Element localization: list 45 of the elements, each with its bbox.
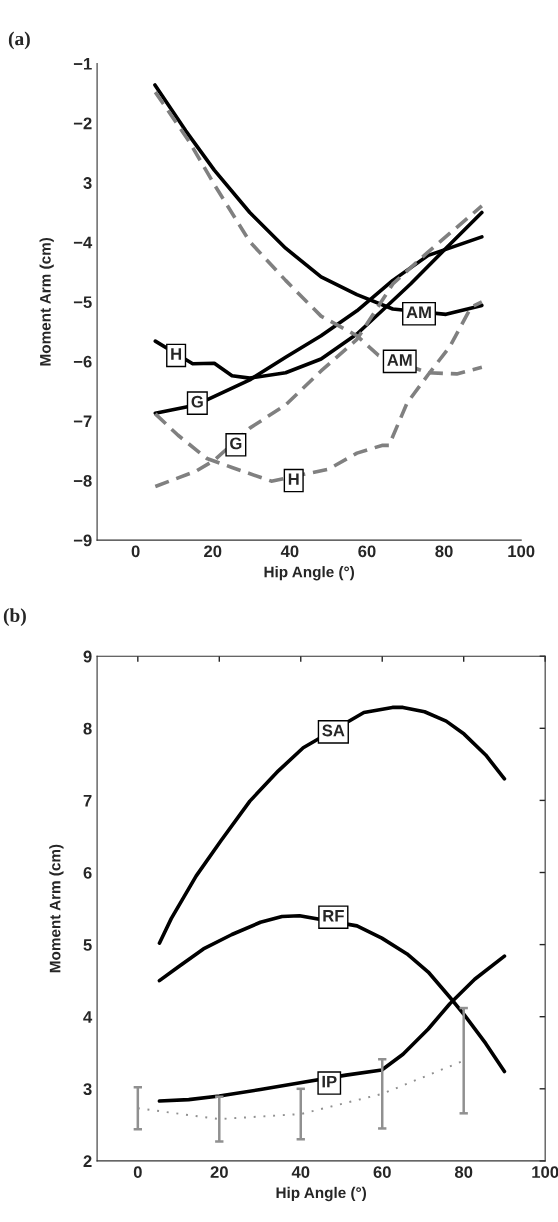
y-axis-title: Moment Arm (cm)	[49, 844, 64, 973]
y-tick-label: −4	[73, 236, 93, 249]
y-tick-label: 9	[83, 650, 92, 663]
y-tick-label: −6	[73, 355, 92, 368]
y-tick-label: 7	[83, 794, 92, 807]
y-tick-label: −1	[73, 58, 92, 70]
x-tick-label: 0	[131, 545, 140, 558]
x-tick-label: 20	[210, 1166, 228, 1178]
y-tick-label: −2	[73, 117, 92, 130]
x-tick-label: 100	[532, 1166, 558, 1178]
x-tick-label: 80	[454, 1166, 473, 1178]
x-tick-label: 80	[435, 545, 453, 558]
y-axis-title: Moment Arm (cm)	[39, 237, 54, 366]
y-tick-label: −7	[73, 415, 92, 428]
x-tick-label: 100	[508, 545, 535, 558]
y-tick-label: 8	[83, 722, 92, 735]
annotation: H	[171, 348, 182, 360]
annotation: AM	[406, 306, 431, 319]
y-tick-label: 5	[83, 939, 92, 951]
y-tick-label: −9	[73, 534, 92, 547]
y-tick-label: 2	[83, 1155, 92, 1167]
y-tick-label: 3	[83, 177, 92, 189]
y-tick-label: 4	[83, 1011, 93, 1023]
x-axis-title: Hip Angle (°)	[264, 566, 354, 581]
annotation: SA	[322, 724, 345, 737]
line-series	[157, 705, 507, 945]
x-tick-label: 40	[291, 1166, 310, 1178]
annotation: H	[288, 473, 299, 485]
chart-title: (a)	[8, 31, 30, 50]
y-tick-label: −8	[73, 474, 92, 487]
annotation: G	[191, 395, 203, 408]
annotation: RF	[323, 910, 344, 922]
x-axis-title: Hip Angle (°)	[276, 1186, 366, 1202]
annotation: AM	[387, 354, 412, 366]
x-tick-label: 20	[204, 545, 222, 558]
x-tick-label: 0	[133, 1166, 142, 1178]
x-tick-label: 60	[373, 1166, 391, 1178]
chart-title: (b)	[3, 608, 26, 626]
x-tick-label: 40	[280, 545, 299, 558]
y-tick-label: 3	[83, 1083, 92, 1096]
annotation: G	[230, 437, 242, 450]
annotation: IP	[322, 1075, 337, 1088]
y-tick-label: 6	[83, 866, 92, 879]
x-tick-label: 60	[358, 545, 376, 558]
y-tick-label: −5	[73, 296, 92, 309]
